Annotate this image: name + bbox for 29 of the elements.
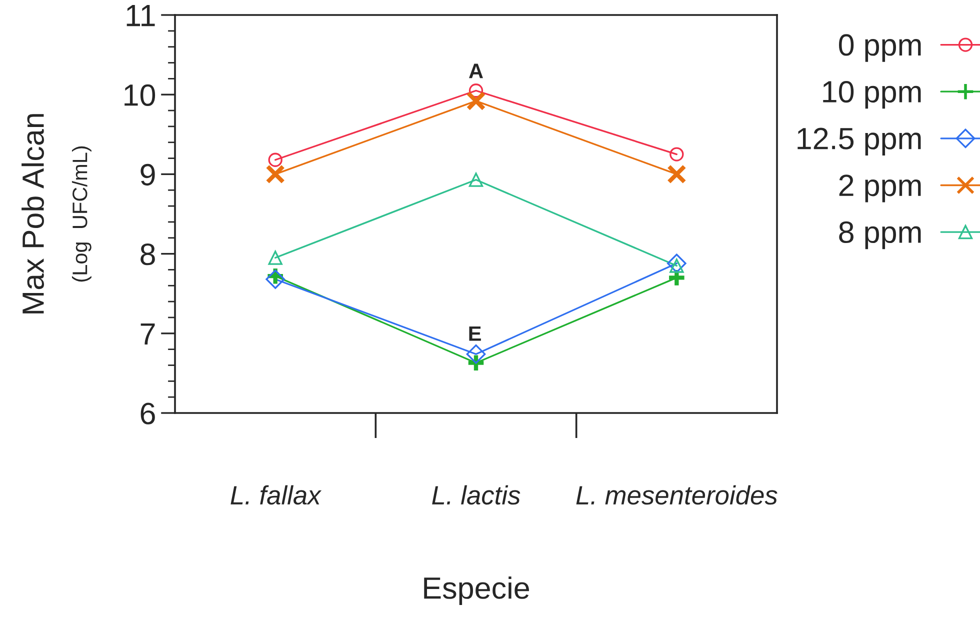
point — [266, 164, 286, 184]
legend-label: 0 ppm — [839, 34, 921, 62]
point — [266, 270, 286, 289]
point — [468, 84, 484, 98]
y-tick-label: 7 — [140, 323, 155, 344]
x-axis-title: Especie — [424, 576, 529, 605]
annotation: E — [469, 326, 481, 341]
point — [666, 164, 686, 184]
y-tick-label: 6 — [140, 402, 155, 424]
point — [666, 254, 686, 274]
point — [670, 147, 684, 162]
y-tick-label: 11 — [126, 5, 155, 26]
x-tick-label: L. fallax — [230, 485, 322, 505]
point — [268, 152, 282, 167]
legend-label: 12.5 ppm — [798, 128, 921, 156]
x-tick-label: L. mesenteroides — [576, 485, 778, 505]
legend-label: 2 ppm — [839, 174, 921, 202]
y-tick-label: 9 — [140, 164, 155, 186]
point — [268, 250, 282, 265]
legend-label: 10 ppm — [823, 80, 921, 109]
y-tick-label: 10 — [124, 84, 156, 106]
point — [466, 344, 486, 364]
annotation: A — [468, 64, 483, 78]
legend-label: 8 ppm — [839, 221, 921, 250]
x-tick-label: L. lactis — [432, 485, 520, 505]
point — [466, 91, 486, 111]
point — [468, 172, 484, 187]
y-axis-title: Max Pob Alcan (Log UFC/mL) — [22, 114, 92, 314]
y-tick-label: 8 — [140, 244, 155, 266]
